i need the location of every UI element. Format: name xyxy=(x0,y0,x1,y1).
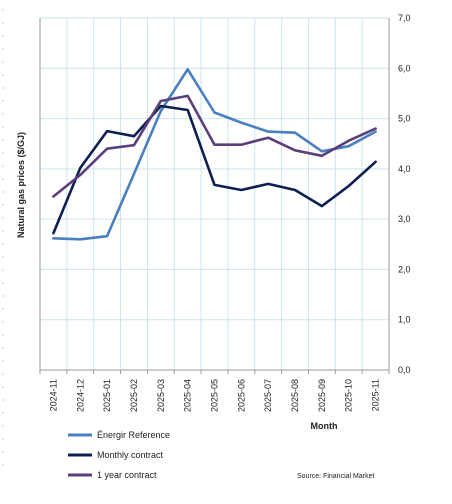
y-tick-label: 2,0 xyxy=(398,264,411,274)
x-tick-label: 2025-05 xyxy=(210,379,220,412)
x-tick-label: 2025-01 xyxy=(102,379,112,412)
y-tick-label: 1,0 xyxy=(398,315,411,325)
legend-label: Énergir Reference xyxy=(97,430,170,440)
source-note: Source: Financial Market xyxy=(297,473,374,480)
y-tick-label: 3,0 xyxy=(398,214,411,224)
x-tick-label: 2025-03 xyxy=(156,379,166,412)
series-lines xyxy=(52,68,377,241)
x-tick-label: 2025-02 xyxy=(129,379,139,412)
x-tick-label: 2025-11 xyxy=(371,379,381,411)
legend-label: 1 year contract xyxy=(97,470,157,480)
y-tick-label: 0,0 xyxy=(398,365,411,375)
axes xyxy=(2,9,390,466)
y-tick-label: 5,0 xyxy=(398,114,411,124)
x-tick-label: 2024-11 xyxy=(48,379,58,411)
tick-labels: 0,0 1,0 2,0 3,0 4,0 5,0 6,0 7,0 2024-11 2024-12 20… xyxy=(48,13,410,412)
y-axis-title: Natural gas prices ($/GJ) xyxy=(16,132,26,238)
legend-label: Monthly contract xyxy=(97,450,164,460)
x-tick-label: 2025-04 xyxy=(183,379,193,412)
x-axis-title: Month xyxy=(311,421,338,431)
x-tick-label: 2025-06 xyxy=(236,379,246,412)
x-tick-label: 2025-10 xyxy=(344,379,354,412)
y-tick-label: 4,0 xyxy=(398,164,411,174)
y-tick-label: 7,0 xyxy=(398,13,411,23)
y-tick-label: 6,0 xyxy=(398,63,411,73)
x-tick-label: 2025-07 xyxy=(263,379,273,412)
x-tick-label: 2025-09 xyxy=(317,379,327,412)
legend: Énergir Reference Monthly contract 1 year … xyxy=(68,430,170,480)
x-tick-label: 2024-12 xyxy=(75,379,85,412)
x-tick-label: 2025-08 xyxy=(290,379,300,412)
series-line-monthly-contract xyxy=(52,104,377,235)
